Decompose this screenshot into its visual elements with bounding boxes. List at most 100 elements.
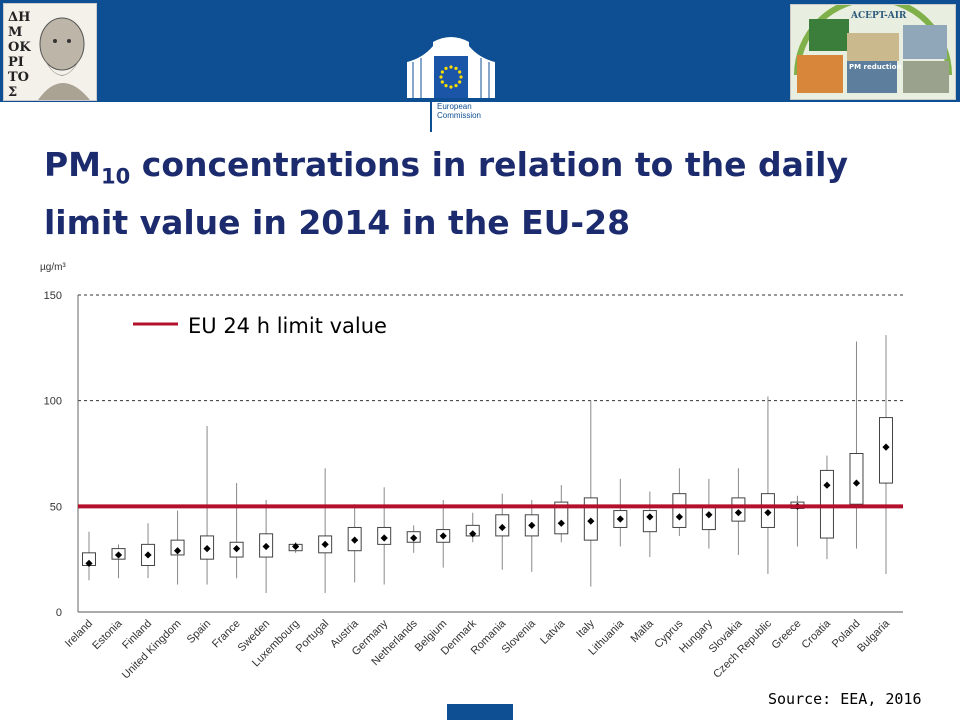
acept-air-logo-subtitle: PM reduction [849, 63, 901, 71]
legend-label: EU 24 h limit value [188, 314, 387, 338]
box-france [229, 483, 244, 579]
median-marker [410, 534, 418, 542]
box-belgium [436, 499, 451, 568]
box-spain [200, 426, 215, 585]
x-tick-label: Bulgaria [855, 617, 893, 655]
slide-header: ΔΗΜΟΚΡΙΤΟΣ ACEPT-AIR PM reduction [0, 0, 960, 102]
y-tick-label: 0 [56, 607, 62, 619]
box-ireland [82, 531, 96, 581]
eu-star-icon [459, 75, 463, 79]
eu-star-icon [458, 70, 462, 74]
acept-air-logo: ACEPT-AIR PM reduction [790, 0, 956, 100]
box-netherlands [406, 525, 421, 553]
median-marker [734, 509, 743, 517]
median-marker [114, 551, 123, 559]
eu-star-icon [444, 66, 448, 70]
median-marker [852, 479, 861, 487]
eu-star-icon [449, 85, 453, 89]
median-marker [321, 540, 329, 548]
x-tick-label: Portugal [294, 618, 331, 655]
box-finland [141, 523, 156, 579]
box-czech-republic [760, 396, 775, 574]
median-marker [292, 542, 300, 551]
box-greece [790, 495, 805, 547]
box-bulgaria [879, 335, 893, 574]
y-axis-label: µg/m³ [40, 262, 66, 273]
ec-line-1: European [437, 102, 472, 111]
x-tick-label: Estonia [90, 617, 125, 652]
median-marker [439, 532, 447, 540]
y-tick-label: 50 [50, 501, 62, 513]
box-united-kingdom [170, 510, 185, 585]
median-marker [498, 523, 506, 532]
demokritos-logo-text: ΔΗΜΟΚΡΙΤΟΣ [8, 10, 31, 100]
eu-star-icon [440, 80, 444, 84]
eu-star-icon [449, 65, 453, 69]
box-portugal [318, 468, 333, 593]
footer-tab [447, 704, 513, 720]
eu-star-icon [454, 66, 458, 70]
iqr-box [849, 453, 864, 505]
median-marker [262, 542, 270, 551]
median-marker [232, 545, 241, 553]
eu-star-icon [454, 84, 458, 88]
median-marker [85, 559, 93, 567]
median-marker [528, 521, 536, 529]
slide-title: PM10 concentrations in relation to the d… [44, 142, 924, 246]
y-tick-label: 100 [44, 396, 62, 408]
box-poland [849, 341, 864, 549]
median-marker [469, 530, 477, 538]
box-cyprus [672, 468, 687, 536]
median-marker [557, 519, 565, 527]
x-tick-label: Greece [770, 618, 804, 652]
x-tick-label: Ireland [63, 618, 95, 650]
iqr-box [819, 469, 834, 539]
median-marker [380, 534, 388, 542]
acept-air-collage-icon: ACEPT-AIR PM reduction [791, 0, 955, 99]
box-italy [583, 400, 598, 587]
x-tick-label: Slovenia [500, 617, 539, 656]
box-slovenia [524, 499, 539, 572]
source-caption: Source: EEA, 2016 [768, 690, 922, 708]
median-marker [764, 509, 772, 517]
iqr-box [642, 510, 657, 533]
median-marker [646, 513, 654, 521]
philosopher-bust-icon [38, 17, 90, 100]
box-estonia [111, 544, 126, 579]
pm10-boxplot-chart: µg/m³ 0 50 100 150 IrelandEstoniaFinlandUni… [40, 262, 903, 681]
box-romania [495, 493, 510, 570]
median-marker [823, 481, 831, 489]
box-croatia [819, 455, 834, 560]
title-rest: concentrations in relation to the daily … [44, 145, 848, 242]
x-tick-label: Croatia [800, 617, 834, 651]
median-marker [705, 511, 713, 519]
legend: EU 24 h limit value [133, 314, 387, 338]
median-marker [351, 536, 359, 544]
x-tick-label: Italy [574, 617, 597, 640]
boxplot-series [82, 335, 893, 593]
median-marker [173, 547, 182, 555]
box-latvia [554, 485, 569, 543]
box-austria [347, 504, 362, 583]
ec-line-2: Commission [437, 111, 482, 120]
x-tick-label: Latvia [538, 617, 568, 647]
eu-star-icon [440, 70, 444, 74]
title-subscript: 10 [101, 164, 131, 189]
median-marker [144, 551, 152, 559]
box-slovakia [731, 468, 746, 555]
demokritos-logo: ΔΗΜΟΚΡΙΤΟΣ [3, 3, 97, 101]
eu-star-icon [444, 84, 448, 88]
box-denmark [465, 512, 480, 543]
eu-flag-icon [439, 65, 463, 89]
y-tick-label: 150 [44, 290, 62, 302]
box-malta [642, 491, 657, 558]
box-hungary [701, 478, 716, 549]
gridlines [77, 294, 903, 613]
median-marker [616, 515, 624, 523]
eu-star-icon [439, 75, 443, 79]
iqr-box [672, 493, 687, 528]
title-prefix: PM [44, 145, 102, 184]
median-marker [675, 513, 683, 521]
box-germany [377, 487, 392, 585]
